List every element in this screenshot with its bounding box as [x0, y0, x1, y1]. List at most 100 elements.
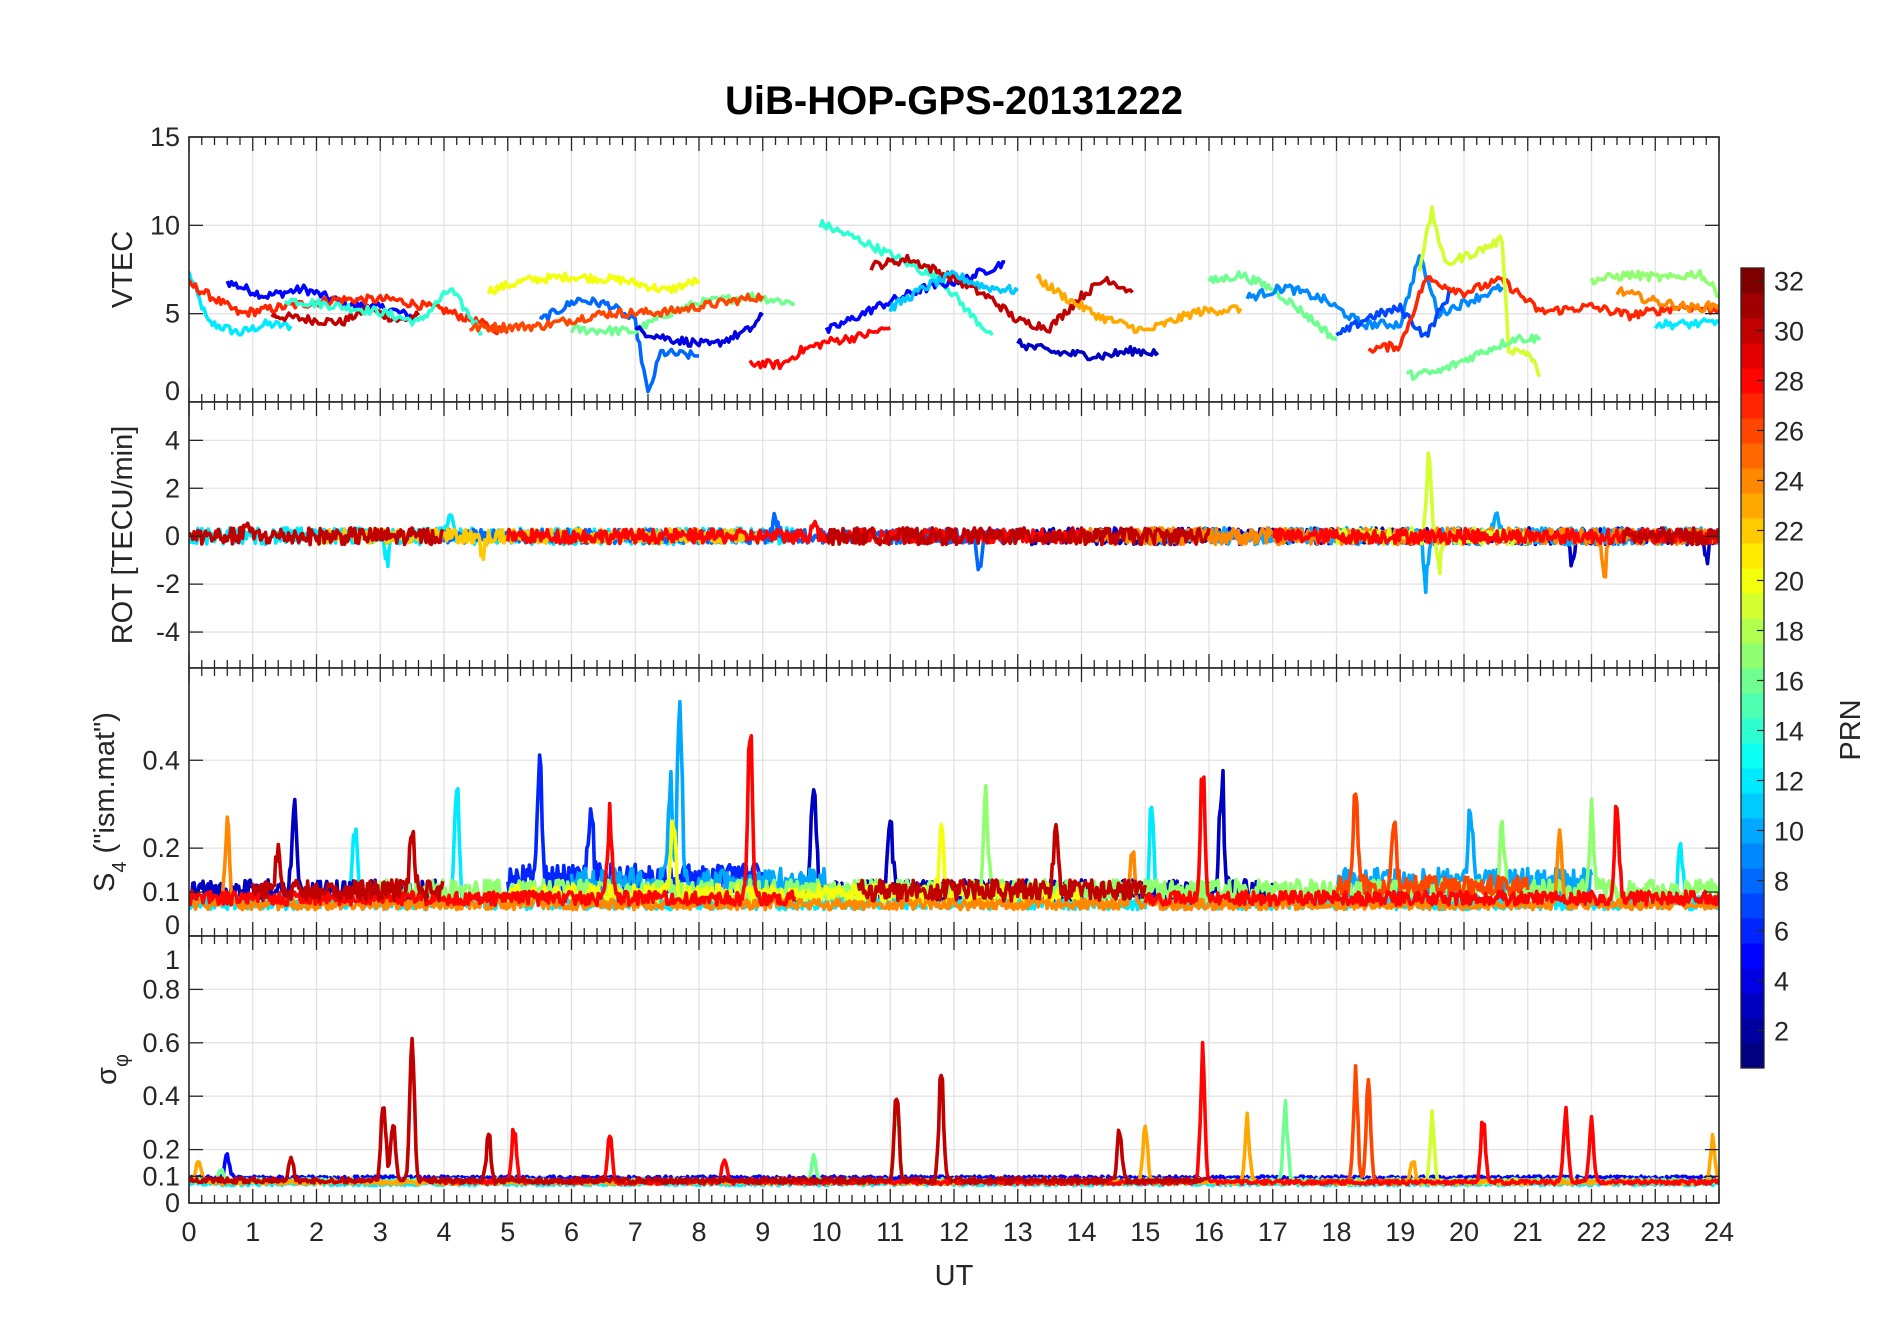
- x-tick-label: 10: [811, 1217, 841, 1247]
- colorbar-swatch-25: [1741, 443, 1764, 469]
- colorbar-swatch-18: [1741, 618, 1764, 644]
- series-prn-30: [189, 521, 1719, 547]
- panel-vtec: 0 5 10 15 VTEC: [107, 122, 1720, 406]
- y-tick-label: 0: [165, 910, 180, 940]
- series-prn-26: [1334, 792, 1530, 899]
- series-prn-4: [634, 311, 764, 348]
- y-tick-label: 0: [165, 521, 180, 551]
- series-prn-14: [283, 287, 483, 336]
- series-group: [189, 699, 1719, 912]
- y-label-sub: φ: [111, 1054, 133, 1067]
- colorbar-swatch-28: [1741, 368, 1764, 394]
- y-label-sub: 4: [109, 862, 131, 873]
- colorbar-swatch-22: [1741, 518, 1764, 544]
- x-tick-labels: 0 1 2 3 4 5 6 7 8 9 10 11 12 13 14 15 16 17 18 19 20 21 22 23 24: [181, 1217, 1734, 1247]
- y-tick-label: 5: [165, 299, 180, 329]
- series-prn-30: [251, 822, 1147, 903]
- series-prn-27: [1367, 275, 1719, 354]
- x-tick-label: 2: [309, 1217, 324, 1247]
- x-tick-label: 19: [1385, 1217, 1415, 1247]
- series-prn-5: [824, 260, 1006, 334]
- colorbar-swatch-29: [1741, 343, 1764, 369]
- colorbar-swatch-12: [1741, 768, 1764, 794]
- y-tick-label: -2: [156, 569, 180, 599]
- panel-sigma-phi: 00.10.2 0.4 0.6 0.81 σφ: [91, 935, 1720, 1218]
- series-prn-12: [1653, 317, 1719, 331]
- colorbar-swatch-2: [1741, 1018, 1764, 1044]
- series-prn-11: [888, 269, 1019, 313]
- colorbar-swatch-20: [1741, 568, 1764, 594]
- x-tick-label: 9: [755, 1217, 770, 1247]
- colorbar-swatch-17: [1741, 643, 1764, 669]
- x-tick-label: 14: [1066, 1217, 1096, 1247]
- x-tick-label: 8: [691, 1217, 706, 1247]
- y-tick-label: 0.8: [142, 974, 180, 1004]
- series-group: [189, 451, 1719, 595]
- y-tick-label: 0.6: [142, 1028, 180, 1058]
- x-tick-label: 15: [1130, 1217, 1160, 1247]
- y-tick-label: 0.1: [142, 1161, 180, 1191]
- colorbar-swatch-1: [1741, 1043, 1764, 1069]
- colorbar-tick-label: 26: [1774, 417, 1804, 447]
- series-prn-17: [1589, 269, 1719, 298]
- colorbar-tick-label: 22: [1774, 517, 1804, 547]
- colorbar-swatch-9: [1741, 843, 1764, 869]
- x-tick-label: 5: [500, 1217, 515, 1247]
- y-axis-label: σφ: [91, 1054, 133, 1085]
- colorbar-swatch-24: [1741, 468, 1764, 494]
- y-tick-label: 0: [165, 376, 180, 406]
- colorbar-swatch-15: [1741, 693, 1764, 719]
- colorbar-tick-label: 12: [1774, 767, 1804, 797]
- colorbar-tick-label: 18: [1774, 617, 1804, 647]
- series-prn-7: [1335, 288, 1452, 338]
- colorbar-swatch-16: [1741, 668, 1764, 694]
- colorbar-swatch-32: [1741, 268, 1764, 294]
- x-axis-label: UT: [935, 1260, 974, 1292]
- colorbar-swatch-11: [1741, 793, 1764, 819]
- series-prn-28: [748, 326, 891, 371]
- colorbar-tick-label: 24: [1774, 467, 1804, 497]
- colorbar-tick-label: 14: [1774, 717, 1804, 747]
- series-prn-30: [189, 1036, 1210, 1185]
- colorbar-tick-label: 8: [1774, 867, 1789, 897]
- colorbar-swatch-3: [1741, 993, 1764, 1019]
- colorbar-tick-label: 20: [1774, 567, 1804, 597]
- y-tick-label: 0.4: [142, 745, 180, 775]
- x-tick-label: 24: [1704, 1217, 1734, 1247]
- x-tick-label: 20: [1449, 1217, 1479, 1247]
- y-tick-label: 0.1: [142, 877, 180, 907]
- x-tick-label: 11: [876, 1217, 904, 1247]
- y-tick-label: 10: [150, 210, 180, 240]
- y-tick-label: 0: [165, 1188, 180, 1218]
- series-prn-9: [1245, 254, 1504, 331]
- x-tick-label: 18: [1321, 1217, 1351, 1247]
- colorbar-tick-label: 2: [1774, 1017, 1789, 1047]
- y-label-rest: ("ism.mat"): [89, 712, 121, 861]
- colorbar-tick-label: 28: [1774, 367, 1804, 397]
- x-tick-label: 1: [245, 1217, 260, 1247]
- series-group: [189, 1036, 1719, 1188]
- x-tick-label: 7: [628, 1217, 643, 1247]
- series-prn-16: [1406, 333, 1541, 381]
- colorbar-tick-label: 10: [1774, 817, 1804, 847]
- y-tick-label: 15: [150, 122, 180, 152]
- series-prn-30: [869, 253, 1134, 334]
- series-prn-20: [486, 271, 701, 296]
- x-tick-label: 17: [1258, 1217, 1288, 1247]
- panel-rot: -4 -2 0 2 4 ROT [TECU/min]: [107, 401, 1720, 669]
- colorbar-swatch-21: [1741, 543, 1764, 569]
- y-tick-label: -4: [156, 617, 180, 647]
- panel-s4: 00.1 0.2 0.4 S4 ("ism.mat"): [89, 667, 1720, 940]
- series-prn-12: [189, 271, 293, 337]
- series-prn-23: [1035, 273, 1243, 334]
- colorbar-swatch-6: [1741, 918, 1764, 944]
- colorbar-swatch-14: [1741, 718, 1764, 744]
- series-prn-3: [1016, 338, 1160, 362]
- y-label-main: σ: [91, 1067, 123, 1085]
- series-prn-14: [818, 218, 994, 336]
- series-prn-26: [469, 292, 765, 334]
- colorbar-label: PRN: [1835, 699, 1867, 760]
- series-prn-24: [1615, 286, 1719, 314]
- x-tick-label: 0: [181, 1217, 196, 1247]
